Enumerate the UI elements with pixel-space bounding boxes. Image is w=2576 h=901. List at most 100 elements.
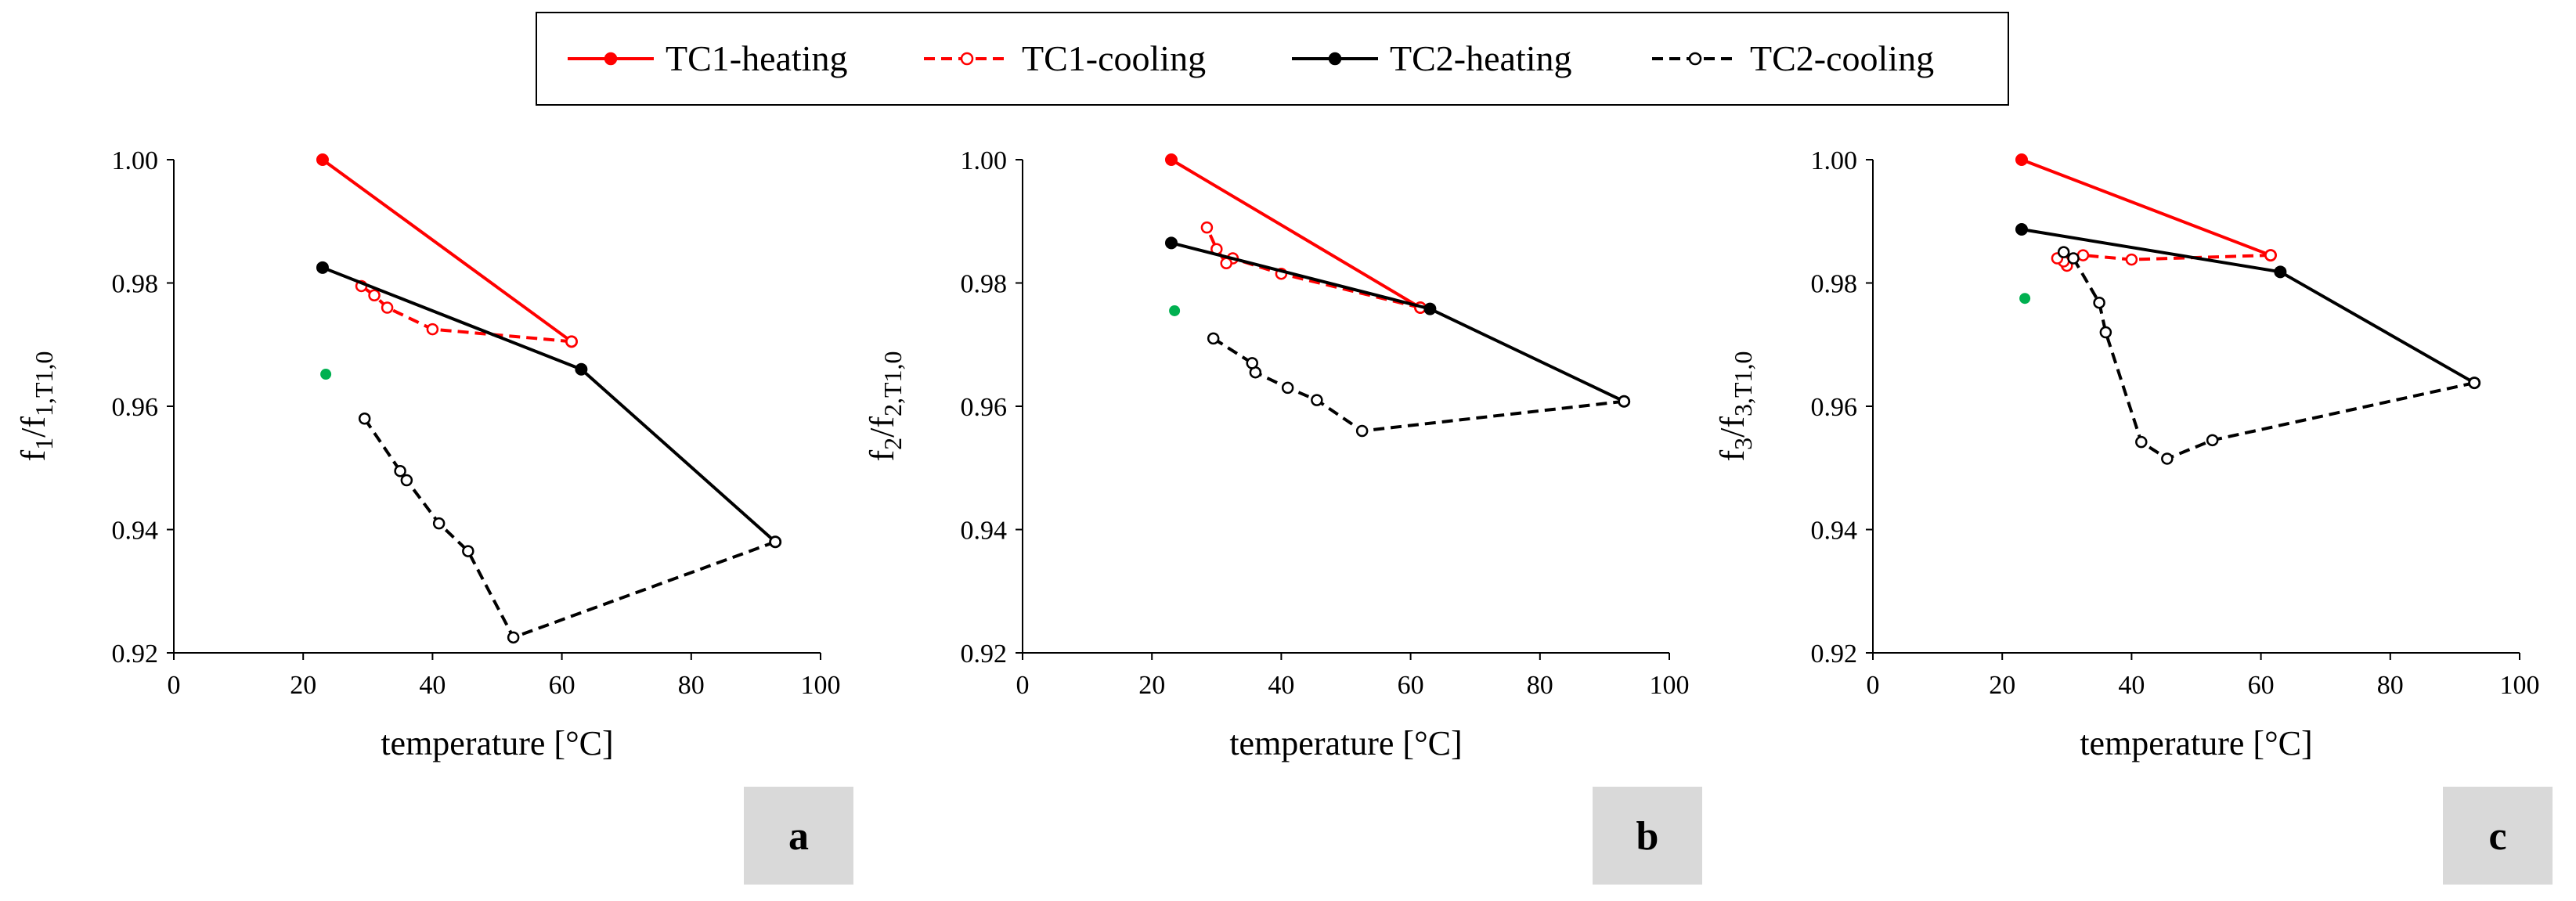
panel-label-box: a <box>744 787 853 885</box>
y-tick-label: 1.00 <box>1811 146 1858 175</box>
legend-entry-tc2-cooling: TC2-cooling <box>1652 38 1934 78</box>
data-point <box>1355 424 1369 438</box>
panel-label: c <box>2488 814 2506 859</box>
x-tick-label: 20 <box>1138 671 1165 700</box>
data-point <box>426 323 439 336</box>
data-point <box>2015 222 2028 236</box>
x-tick-label: 60 <box>549 671 575 700</box>
series-tc1-cooling <box>1200 221 1427 314</box>
data-point <box>2099 326 2112 339</box>
data-point <box>2093 296 2105 309</box>
series-tc1-heating <box>316 153 578 348</box>
series-reference <box>2019 293 2031 305</box>
series-tc1-cooling <box>355 279 578 348</box>
y-tick-label: 1.00 <box>961 146 1008 175</box>
data-point <box>1311 394 1323 406</box>
chart-panel-c: 0 20 40 60 80 100 0.92 0.94 0.96 0.98 1.00 temperat… <box>1713 146 2553 885</box>
y-tick-label: 0.92 <box>112 640 159 669</box>
x-tick-label: 80 <box>1527 671 1553 700</box>
data-point <box>400 474 413 487</box>
data-point <box>2076 249 2090 261</box>
x-tick-label: 40 <box>419 671 446 700</box>
panel-label: b <box>1636 814 1659 859</box>
data-point <box>432 517 446 530</box>
legend-label: TC2-heating <box>1390 38 1572 78</box>
x-tick-label: 60 <box>2248 671 2275 700</box>
series-tc1-cooling <box>2051 249 2277 272</box>
panel-label-box: b <box>1593 787 1702 885</box>
panel-label-box: c <box>2443 787 2553 885</box>
data-point-reference <box>2019 293 2031 305</box>
legend-label: TC1-heating <box>666 38 848 78</box>
x-tick-label: 40 <box>1268 671 1294 700</box>
data-point <box>2125 253 2138 266</box>
series-line <box>1171 241 1625 403</box>
y-axis-title-subscript: 3,T1,0 <box>1729 351 1757 416</box>
y-axis-title-part: f <box>1713 450 1752 462</box>
y-axis-title-part: /f <box>14 416 52 438</box>
legend-label: TC2-cooling <box>1750 38 1934 78</box>
series-line <box>2021 158 2271 257</box>
x-tick-label: 20 <box>1989 671 2015 700</box>
data-point <box>381 301 394 314</box>
x-tick-label: 0 <box>1867 671 1880 700</box>
series-tc2-cooling <box>2057 246 2480 465</box>
x-axis-title: temperature [°C] <box>1229 724 1462 762</box>
y-tick-label: 0.96 <box>1811 393 1858 422</box>
data-point <box>507 631 520 644</box>
x-tick-label: 80 <box>678 671 705 700</box>
y-tick-label: 0.98 <box>112 270 159 299</box>
panel-label-background <box>744 787 853 885</box>
data-point <box>2161 452 2174 465</box>
legend-entry-tc1-cooling: TC1-cooling <box>924 38 1206 78</box>
legend-swatch-marker <box>1328 52 1342 66</box>
data-point <box>1281 381 1294 395</box>
x-tick-label: 0 <box>1016 671 1030 700</box>
y-axis-title: f2/f2,T1,0 <box>863 351 907 461</box>
chart-panel-a: 0 20 40 60 80 100 0.92 0.94 0.96 0.98 1.00 temperat… <box>14 146 853 885</box>
legend-box <box>536 12 2009 106</box>
legend-entry-tc2-heating: TC2-heating <box>1292 38 1572 78</box>
data-point <box>368 289 381 301</box>
x-tick-label: 100 <box>801 671 841 700</box>
y-axis-title: f1/f1,T1,0 <box>14 351 58 461</box>
x-tick-label: 100 <box>2500 671 2540 700</box>
data-point <box>2015 153 2028 166</box>
data-point <box>1423 302 1437 315</box>
data-point <box>769 535 781 548</box>
data-point <box>1164 236 1178 250</box>
series-line <box>1205 226 1421 309</box>
x-tick-label: 40 <box>2118 671 2145 700</box>
y-axis-title-subscript: 2,T1,0 <box>879 351 907 416</box>
series-tc2-cooling <box>358 413 781 644</box>
y-axis-title-part: /f <box>863 416 901 438</box>
x-tick-label: 20 <box>290 671 316 700</box>
y-axis-title-subscript: 1 <box>30 438 58 450</box>
y-tick-label: 0.94 <box>961 517 1008 546</box>
data-point <box>2264 249 2277 261</box>
data-point <box>1207 332 1220 345</box>
x-tick-label: 80 <box>2377 671 2404 700</box>
series-line <box>2021 228 2476 384</box>
series-line <box>1212 337 1625 433</box>
y-axis-title-part: f <box>863 450 901 462</box>
data-point <box>1164 153 1178 166</box>
x-axis-title: temperature [°C] <box>2080 724 2312 762</box>
data-point <box>2135 435 2148 449</box>
series-tc2-cooling <box>1207 332 1630 438</box>
data-point <box>575 362 588 376</box>
panel-label: a <box>788 814 809 859</box>
x-tick-label: 100 <box>1650 671 1690 700</box>
data-point-reference <box>1169 305 1181 316</box>
y-tick-label: 0.92 <box>1811 640 1858 669</box>
y-tick-label: 1.00 <box>112 146 159 175</box>
data-point <box>358 413 371 425</box>
data-point-reference <box>320 369 332 380</box>
data-point <box>316 153 329 166</box>
data-point <box>1220 257 1232 270</box>
legend-label: TC1-cooling <box>1022 38 1206 78</box>
y-tick-label: 0.94 <box>112 517 159 546</box>
legend-swatch-marker <box>960 52 974 66</box>
legend: TC1-heating TC1-cooling TC2-heating TC2-coo… <box>536 12 2009 106</box>
